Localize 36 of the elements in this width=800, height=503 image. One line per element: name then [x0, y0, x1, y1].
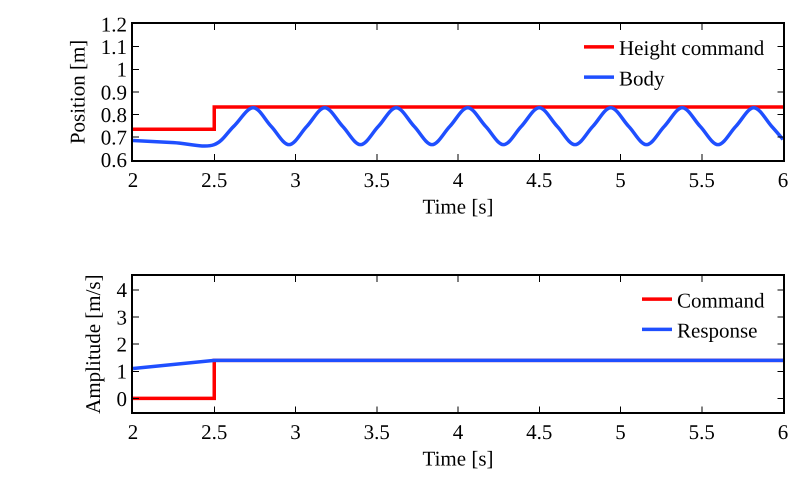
y-tick-label: 1 — [116, 58, 128, 82]
x-tick-label: 6 — [778, 420, 788, 444]
x-tick-label: 4.5 — [526, 168, 552, 192]
y-tick-label: 3 — [116, 305, 128, 330]
y-tick-label: 0.6 — [100, 148, 128, 172]
x-tick-label: 5 — [615, 420, 626, 444]
y-tick-label: 0.7 — [100, 126, 128, 150]
x-tick-label: 4 — [452, 420, 464, 444]
x-tick-label: 4 — [452, 168, 464, 192]
legend-label: Response — [677, 318, 758, 343]
y-axis-title: Amplitude [m/s] — [81, 274, 106, 414]
y-tick-label: 2 — [116, 332, 128, 356]
x-tick-label: 3.5 — [364, 420, 390, 444]
y-tick-label: 1.2 — [100, 12, 128, 36]
x-tick-label: 3 — [290, 420, 301, 444]
x-axis-title: Time [s] — [422, 446, 494, 471]
legend-label: Height command — [619, 36, 765, 60]
x-tick-label: 5.5 — [688, 420, 715, 444]
x-tick-label: 3 — [290, 168, 301, 192]
legend-label: Body — [619, 66, 666, 90]
y-tick-label: 0.8 — [100, 102, 128, 127]
x-tick-label: 2.5 — [201, 420, 228, 444]
x-axis-title: Time [s] — [422, 194, 494, 218]
y-tick-label: 4 — [116, 278, 128, 302]
legend-label: Command — [677, 288, 765, 312]
y-tick-label: 1.1 — [100, 34, 128, 59]
y-tick-label: 0.9 — [100, 80, 128, 104]
y-tick-label: 1 — [116, 360, 128, 384]
x-tick-label: 5.5 — [688, 168, 715, 192]
x-tick-label: 4.5 — [526, 420, 552, 444]
y-axis-title: Position [m] — [65, 40, 90, 144]
x-tick-label: 3.5 — [364, 168, 390, 192]
x-tick-label: 6 — [778, 168, 788, 192]
y-tick-label: 0 — [116, 386, 128, 411]
x-tick-label: 2.5 — [201, 168, 228, 192]
x-tick-label: 5 — [615, 168, 626, 192]
